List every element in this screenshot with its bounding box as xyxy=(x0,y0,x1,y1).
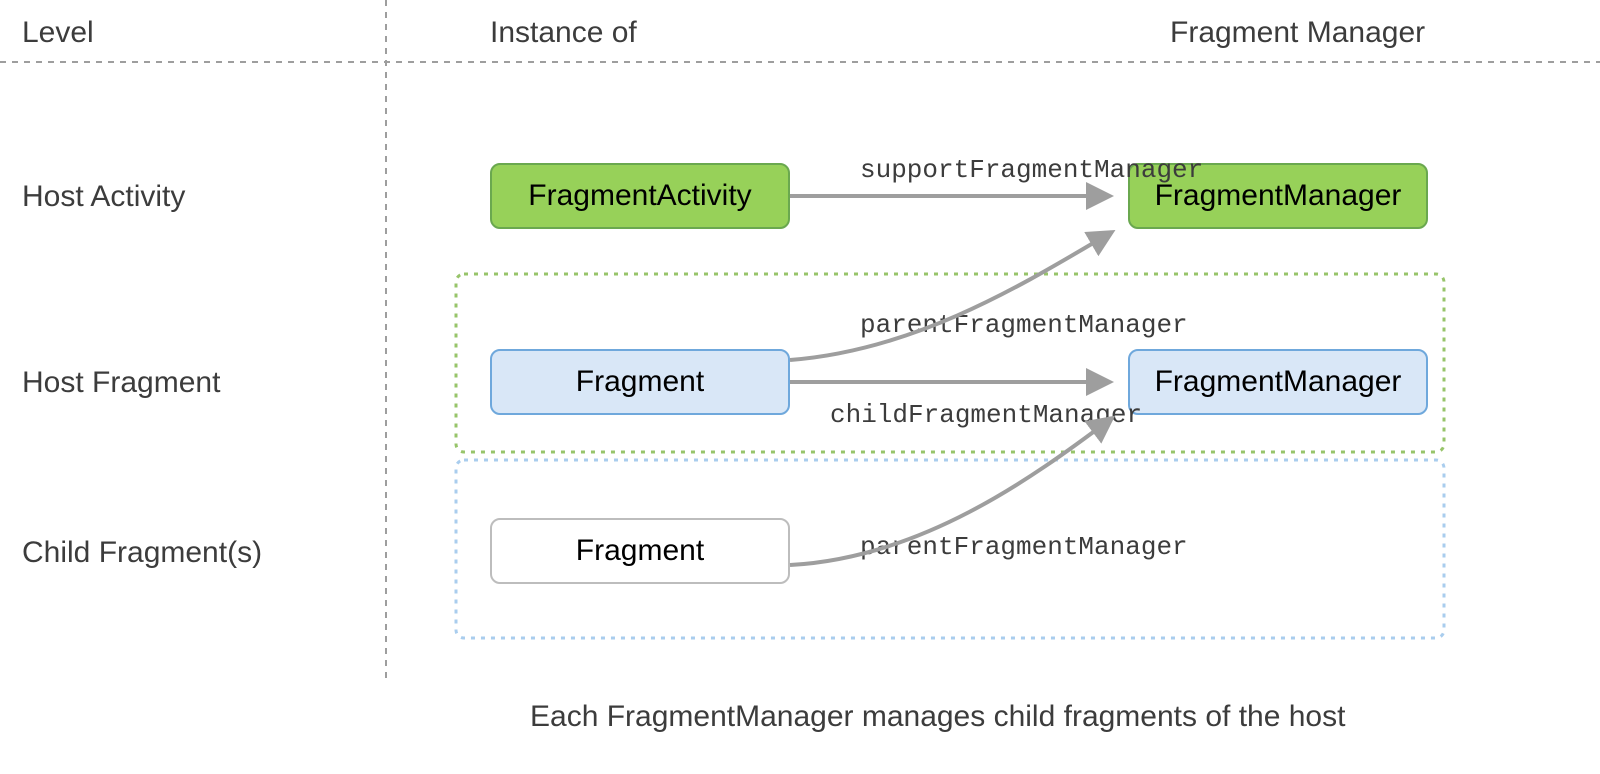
node-fragment-blue: Fragment xyxy=(490,349,790,415)
node-fragment-blue-label: Fragment xyxy=(576,365,704,399)
node-fragment-activity: FragmentActivity xyxy=(490,163,790,229)
node-fragment-white: Fragment xyxy=(490,518,790,584)
node-fragment-manager-blue: FragmentManager xyxy=(1128,349,1428,415)
row-label-host-fragment: Host Fragment xyxy=(22,366,220,400)
edge-parent-fragment-manager-1 xyxy=(790,232,1112,360)
node-fragment-activity-label: FragmentActivity xyxy=(528,179,751,213)
edge-label-support-fragment-manager: supportFragmentManager xyxy=(860,155,1203,185)
edge-label-parent-fragment-manager-1: parentFragmentManager xyxy=(860,310,1188,340)
diagram-caption: Each FragmentManager manages child fragm… xyxy=(530,700,1345,734)
row-label-child-fragments: Child Fragment(s) xyxy=(22,536,262,570)
row-label-host-activity: Host Activity xyxy=(22,180,185,214)
header-level: Level xyxy=(22,16,94,50)
node-fragment-manager-blue-label: FragmentManager xyxy=(1155,365,1402,399)
node-fragment-white-label: Fragment xyxy=(576,534,704,568)
edge-label-child-fragment-manager: childFragmentManager xyxy=(830,400,1142,430)
header-instance-of: Instance of xyxy=(490,16,637,50)
edge-label-parent-fragment-manager-2: parentFragmentManager xyxy=(860,532,1188,562)
header-fragment-manager: Fragment Manager xyxy=(1170,16,1425,50)
